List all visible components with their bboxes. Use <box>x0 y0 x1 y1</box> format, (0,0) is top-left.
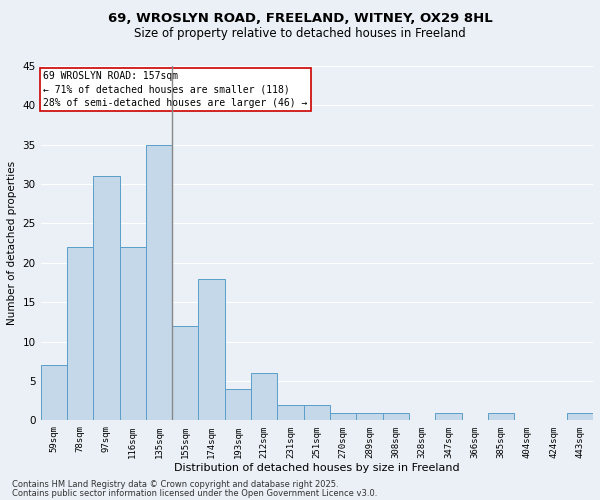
Text: Contains HM Land Registry data © Crown copyright and database right 2025.: Contains HM Land Registry data © Crown c… <box>12 480 338 489</box>
Bar <box>488 412 514 420</box>
Bar <box>225 389 251 420</box>
Bar <box>199 278 225 420</box>
Bar <box>119 247 146 420</box>
Text: Contains public sector information licensed under the Open Government Licence v3: Contains public sector information licen… <box>12 488 377 498</box>
Bar <box>67 247 93 420</box>
Bar <box>93 176 119 420</box>
Bar <box>172 326 199 420</box>
Bar <box>435 412 461 420</box>
Bar <box>277 404 304 420</box>
Bar <box>251 373 277 420</box>
Bar <box>356 412 383 420</box>
X-axis label: Distribution of detached houses by size in Freeland: Distribution of detached houses by size … <box>174 463 460 473</box>
Text: 69 WROSLYN ROAD: 157sqm
← 71% of detached houses are smaller (118)
28% of semi-d: 69 WROSLYN ROAD: 157sqm ← 71% of detache… <box>43 72 308 108</box>
Y-axis label: Number of detached properties: Number of detached properties <box>7 161 17 325</box>
Bar <box>146 144 172 420</box>
Bar <box>567 412 593 420</box>
Bar <box>330 412 356 420</box>
Bar <box>41 366 67 420</box>
Text: Size of property relative to detached houses in Freeland: Size of property relative to detached ho… <box>134 28 466 40</box>
Bar <box>383 412 409 420</box>
Text: 69, WROSLYN ROAD, FREELAND, WITNEY, OX29 8HL: 69, WROSLYN ROAD, FREELAND, WITNEY, OX29… <box>107 12 493 26</box>
Bar <box>304 404 330 420</box>
